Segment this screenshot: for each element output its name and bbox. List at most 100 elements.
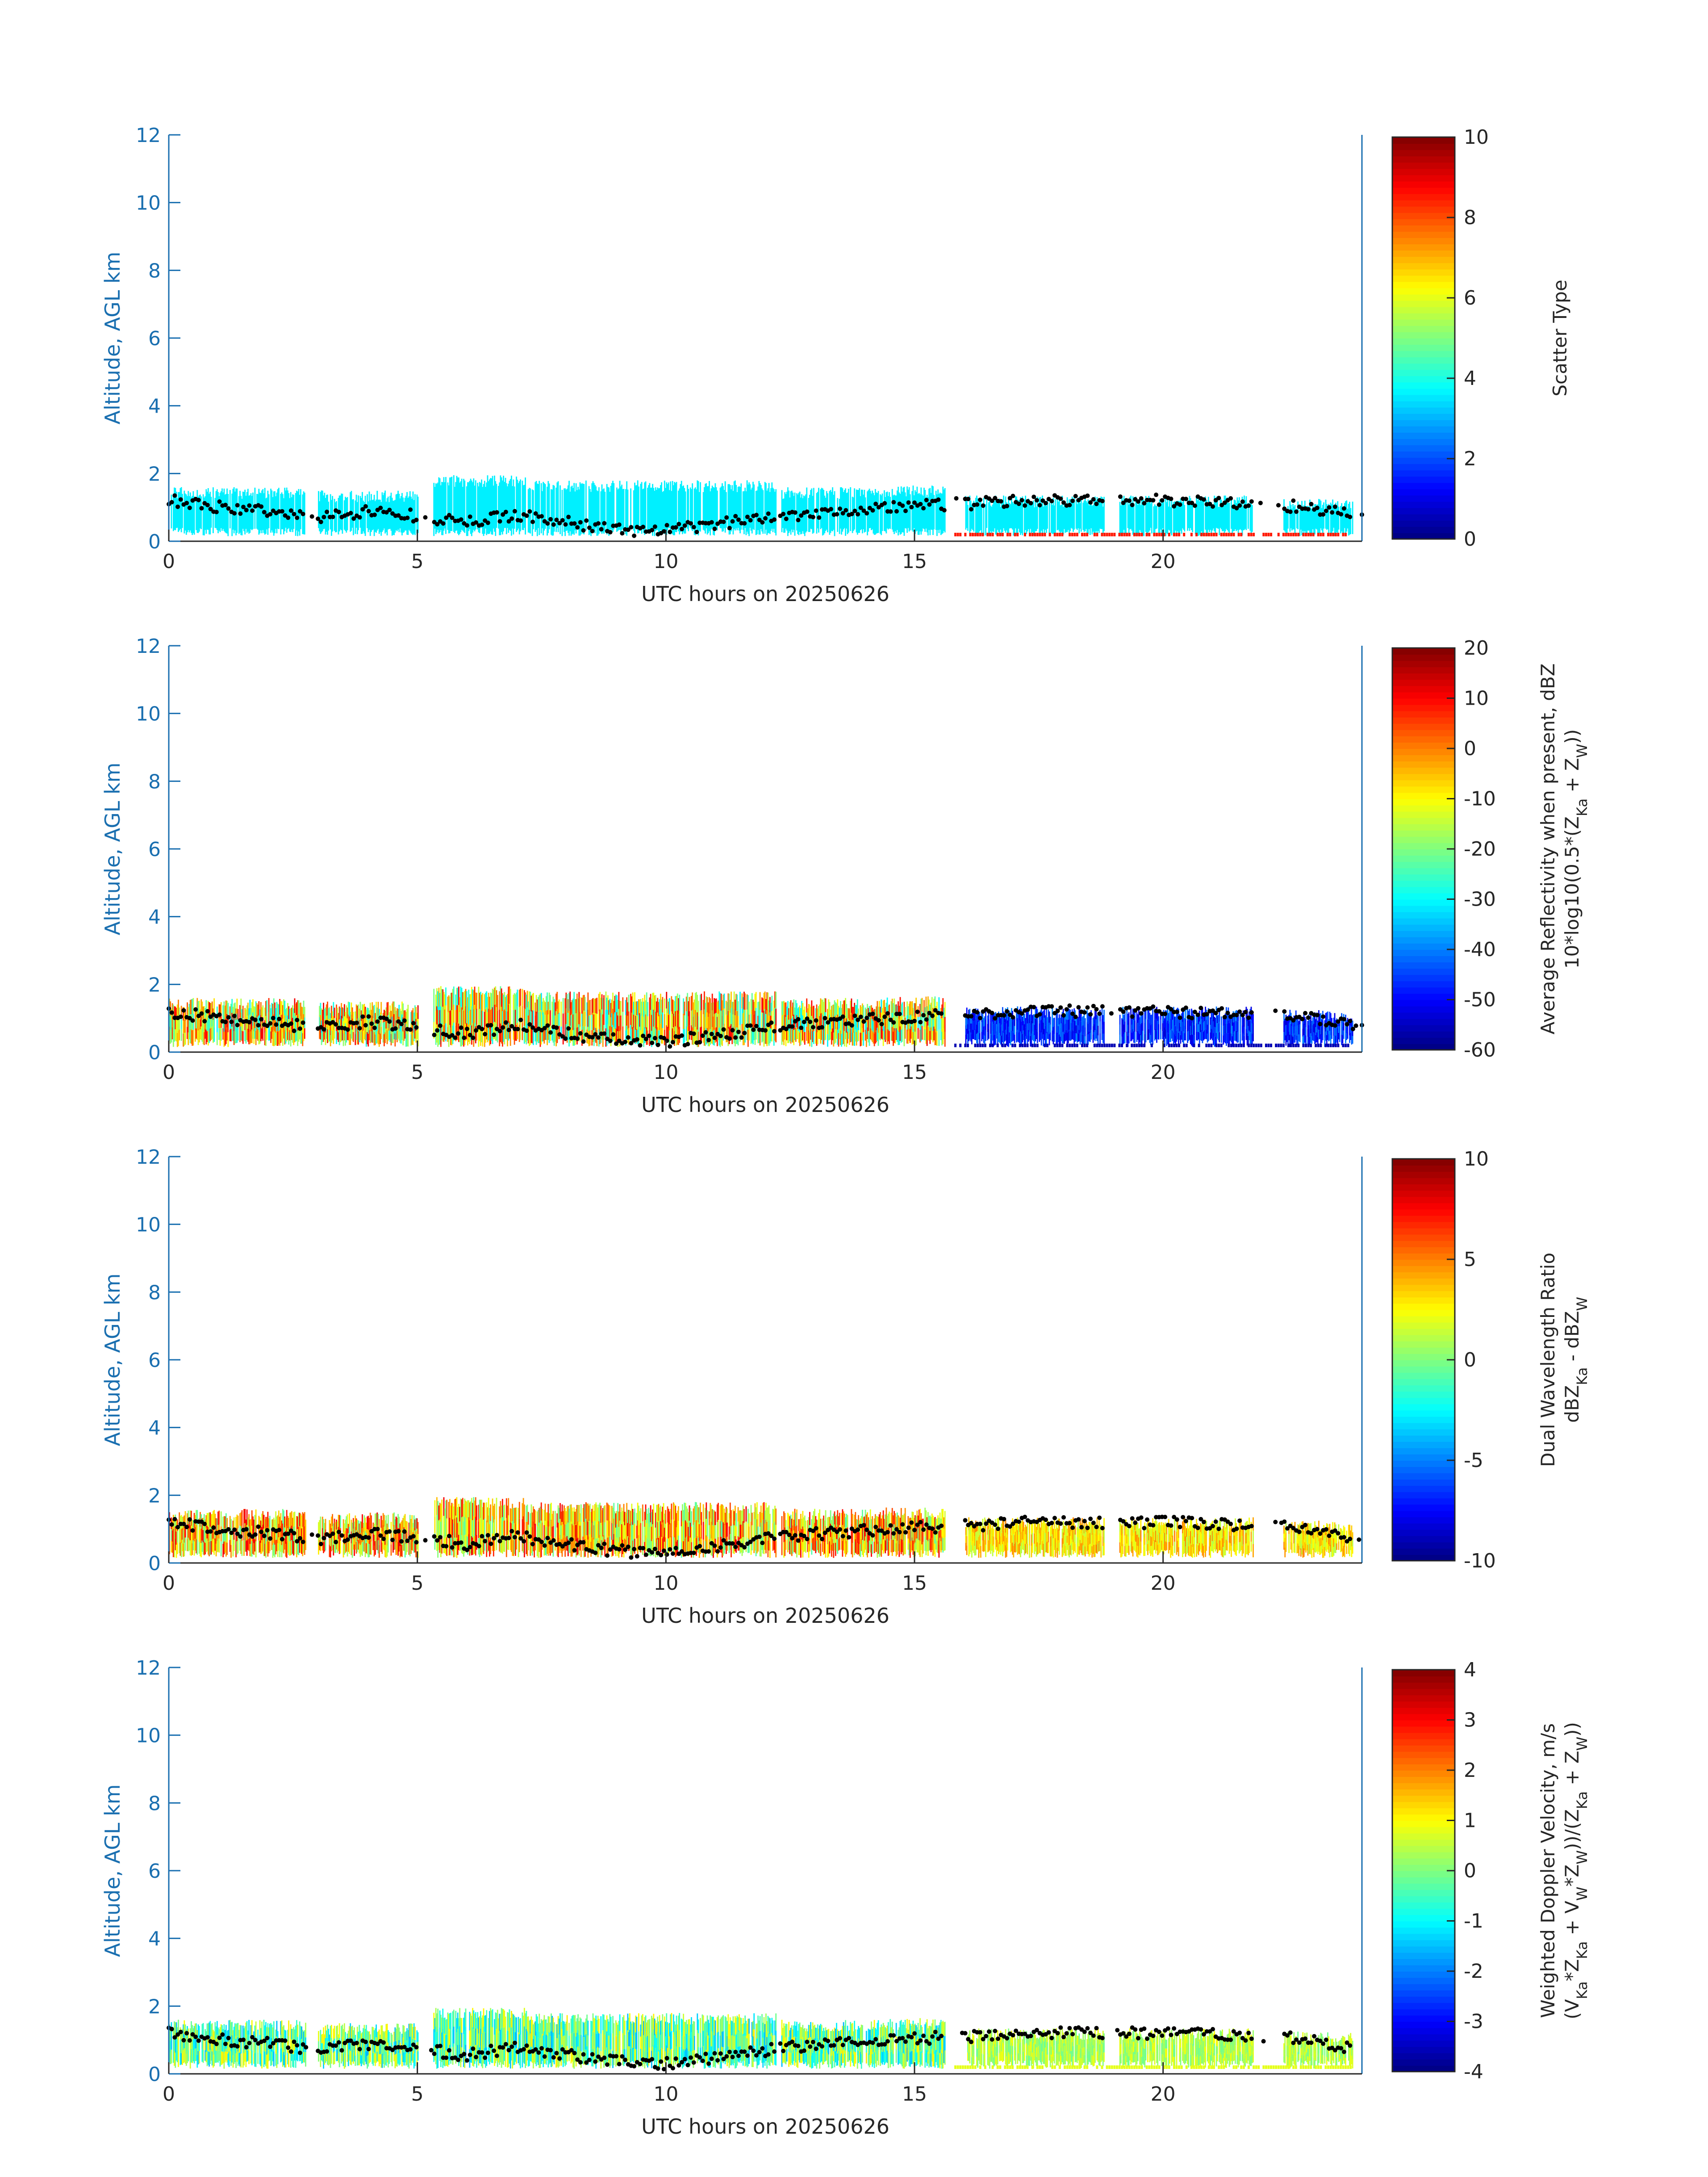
cloud-base-dot — [575, 1036, 580, 1041]
heatmap-cell — [458, 1005, 459, 1024]
heatmap-cell — [494, 987, 495, 1005]
cloud-base-dot — [384, 510, 389, 515]
heatmap-cell — [415, 1007, 417, 1019]
heatmap-cell — [453, 1023, 455, 1041]
heatmap-cell — [975, 497, 977, 536]
heatmap-cell — [543, 1015, 545, 1029]
heatmap-cell — [216, 1019, 218, 1032]
cloud-base-dot — [1160, 498, 1165, 503]
heatmap-cell — [522, 989, 523, 1006]
heatmap-cell — [500, 1005, 501, 1024]
heatmap-cell — [556, 482, 558, 528]
heatmap-cell — [1097, 1015, 1099, 1026]
heatmap-cell — [676, 996, 677, 1013]
heatmap-cell — [674, 1001, 675, 1016]
y-tick-label: 12 — [136, 124, 161, 147]
heatmap-cell — [600, 491, 602, 533]
heatmap-cell — [287, 1015, 288, 1028]
colorbar-swatch — [1392, 275, 1455, 282]
cloud-base-dot — [322, 1027, 326, 1032]
heatmap-cell — [389, 496, 391, 529]
cloud-base-dot — [1163, 1011, 1168, 1016]
heatmap-cell — [565, 1024, 567, 1040]
heatmap-cell — [915, 490, 916, 534]
heatmap-cell — [1339, 1034, 1341, 1042]
heatmap-cell — [273, 491, 275, 536]
heatmap-cell — [1293, 506, 1295, 530]
cloud-base-dot — [1183, 497, 1188, 501]
cloud-base-dot — [501, 1025, 505, 1030]
cloud-base-dot — [259, 504, 264, 509]
heatmap-cell — [371, 1010, 372, 1021]
heatmap-cell — [338, 1013, 339, 1023]
heatmap-cell — [374, 1034, 376, 1045]
heatmap-cell — [1012, 502, 1014, 530]
cloud-base-dot — [626, 1035, 631, 1040]
cloud-base-dot — [572, 521, 577, 526]
cloud-base-dot — [1142, 501, 1147, 506]
heatmap-cell — [297, 1031, 299, 1046]
heatmap-cell — [733, 991, 735, 1009]
heatmap-cell — [771, 1026, 773, 1042]
heatmap-cell — [1215, 501, 1216, 534]
heatmap-cell — [577, 487, 579, 530]
clutter-cell — [1044, 533, 1046, 537]
heatmap-cell — [616, 1028, 618, 1046]
heatmap-cell — [380, 1027, 382, 1040]
heatmap-cell — [1216, 499, 1218, 529]
clutter-cell — [1257, 1044, 1260, 1048]
cloud-base-dot — [819, 1025, 824, 1030]
heatmap-cell — [1283, 499, 1285, 531]
heatmap-cell — [1040, 503, 1042, 531]
heatmap-cell — [868, 490, 869, 532]
heatmap-cell — [707, 486, 709, 533]
heatmap-cell — [294, 1013, 296, 1028]
heatmap-cell — [178, 1015, 179, 1031]
heatmap-cell — [663, 491, 664, 529]
heatmap-cell — [567, 1012, 569, 1027]
heatmap-cell — [608, 1000, 610, 1015]
clutter-cell — [1140, 533, 1143, 537]
heatmap-cell — [363, 1004, 364, 1018]
heatmap-cell — [188, 496, 190, 533]
heatmap-cell — [350, 1023, 351, 1034]
heatmap-cell — [564, 998, 566, 1013]
heatmap-cell — [205, 1008, 206, 1019]
heatmap-cell — [797, 494, 799, 534]
heatmap-cell — [438, 1026, 440, 1045]
heatmap-cell — [643, 1032, 644, 1047]
heatmap-cell — [345, 1034, 346, 1046]
cloud-base-dot — [1073, 1015, 1078, 1020]
heatmap-cell — [709, 481, 710, 531]
heatmap-cell — [666, 482, 668, 535]
heatmap-cell — [825, 998, 827, 1012]
heatmap-cell — [188, 1020, 189, 1032]
heatmap-cell — [508, 986, 509, 1005]
cloud-base-dot — [524, 1028, 529, 1033]
heatmap-cell — [525, 992, 526, 1009]
heatmap-cell — [261, 1007, 263, 1018]
cloud-base-dot — [930, 1013, 935, 1018]
heatmap-cell — [880, 494, 881, 534]
cloud-base-dot — [1064, 1007, 1069, 1012]
heatmap-cell — [266, 497, 268, 530]
clutter-cell — [1205, 1044, 1208, 1048]
clutter-cell — [1230, 533, 1232, 537]
heatmap-cell — [197, 1030, 199, 1045]
heatmap-cell — [989, 498, 990, 536]
heatmap-cell — [687, 1010, 688, 1027]
heatmap-cell — [184, 1032, 185, 1046]
heatmap-cell — [998, 499, 999, 532]
heatmap-cell — [460, 1026, 462, 1047]
heatmap-cell — [280, 493, 282, 535]
heatmap-cell — [553, 999, 555, 1015]
heatmap-cell — [412, 491, 414, 535]
heatmap-cell — [683, 485, 685, 533]
heatmap-cell — [596, 1014, 598, 1030]
heatmap-cell — [1128, 1012, 1130, 1023]
heatmap-cell — [694, 993, 696, 1010]
heatmap-cell — [655, 487, 656, 531]
heatmap-cell — [1125, 499, 1127, 534]
heatmap-cell — [1340, 506, 1341, 534]
heatmap-cell — [332, 1011, 333, 1021]
